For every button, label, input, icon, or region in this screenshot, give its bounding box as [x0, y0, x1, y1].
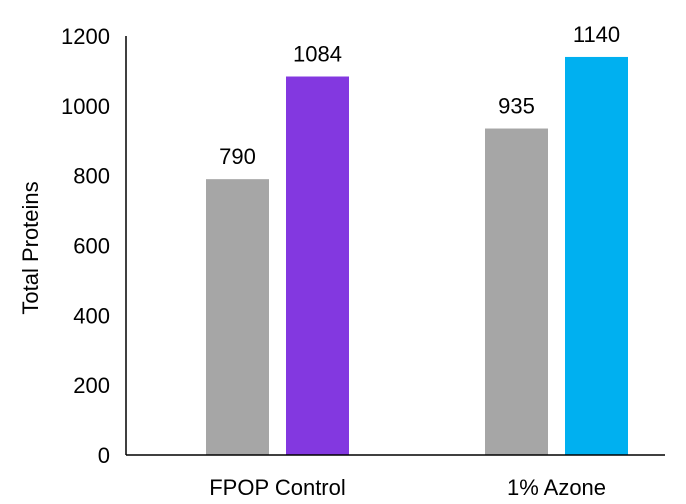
data-labels: 790 1084 935 1140	[219, 22, 620, 169]
y-tick-label: 800	[73, 164, 110, 189]
y-tick-label: 1000	[61, 94, 110, 119]
y-tick-label: 400	[73, 303, 110, 328]
bar-fpop-control-1	[206, 179, 269, 456]
y-tick-label: 1200	[61, 24, 110, 49]
category-label: 1% Azone	[507, 475, 606, 500]
y-axis-title: Total Proteins	[18, 181, 43, 314]
y-tick-label: 0	[98, 443, 110, 468]
bar-fpop-control-2	[286, 76, 349, 456]
category-label: FPOP Control	[209, 475, 346, 500]
bar-1-azone-2	[565, 56, 628, 455]
y-tick-label: 600	[73, 234, 110, 259]
y-axis-ticks: 0 200 400 600 800 1000 1200	[61, 24, 110, 468]
data-label: 1140	[573, 22, 620, 47]
data-label: 935	[498, 94, 535, 119]
bars-group	[206, 56, 628, 456]
data-label: 790	[219, 144, 256, 169]
y-tick-label: 200	[73, 373, 110, 398]
category-labels: FPOP Control 1% Azone	[209, 475, 606, 500]
data-label: 1084	[293, 42, 342, 67]
bar-1-azone-1	[485, 128, 548, 455]
